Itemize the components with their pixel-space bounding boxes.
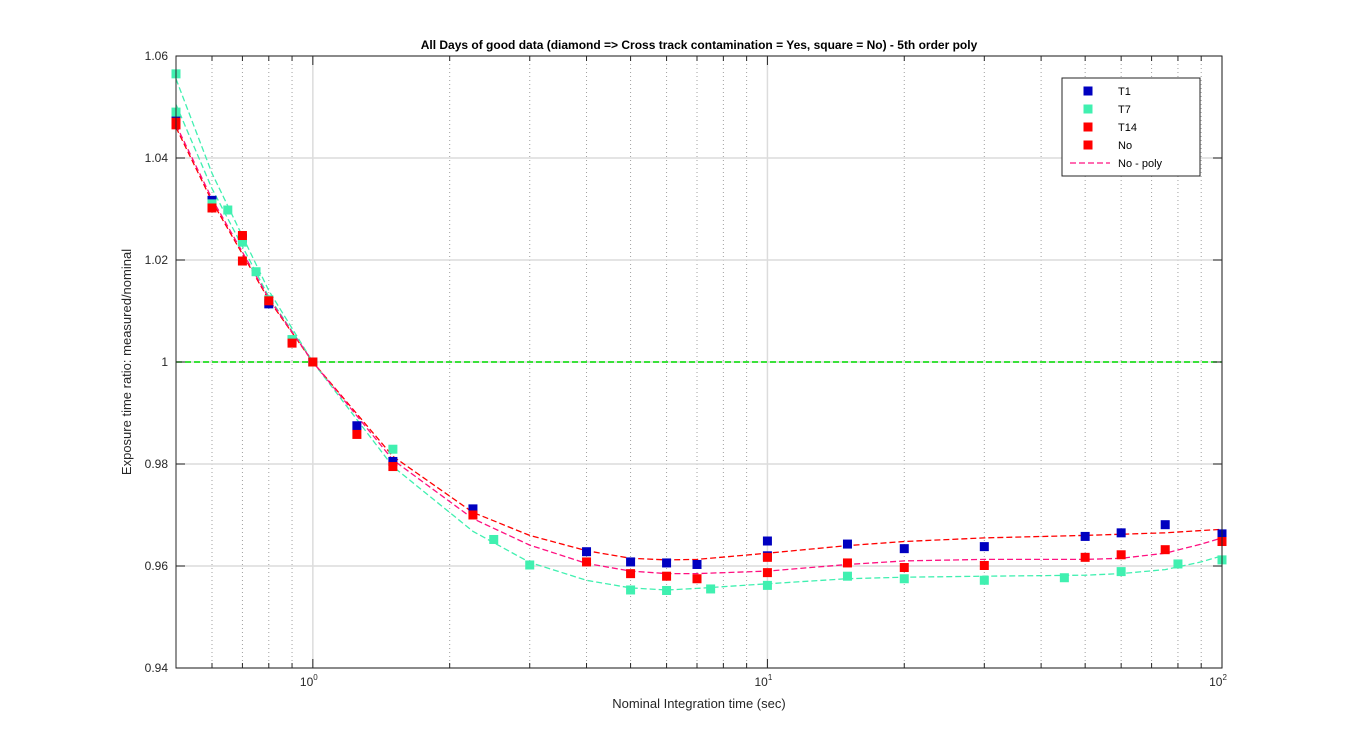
data-point bbox=[237, 256, 247, 266]
data-point bbox=[662, 585, 672, 595]
data-point bbox=[662, 558, 672, 568]
data-point bbox=[237, 237, 247, 247]
legend-label: T7 bbox=[1118, 104, 1131, 116]
data-point bbox=[388, 456, 398, 466]
data-point bbox=[1160, 545, 1170, 555]
data-point bbox=[1080, 531, 1090, 541]
data-point bbox=[842, 539, 852, 549]
fit-lines-layer bbox=[175, 78, 1223, 591]
y-tick-label: 1.06 bbox=[145, 49, 169, 63]
legend-marker bbox=[1083, 122, 1093, 132]
data-point bbox=[662, 571, 672, 581]
data-point bbox=[582, 557, 592, 567]
data-point bbox=[388, 462, 398, 472]
x-tick-label-exponent: 2 bbox=[1222, 673, 1227, 682]
x-axis-label: Nominal Integration time (sec) bbox=[612, 696, 785, 711]
data-point bbox=[308, 357, 318, 367]
legend-label: No - poly bbox=[1118, 158, 1163, 170]
x-tick-label: 100 bbox=[300, 673, 318, 689]
data-point bbox=[979, 560, 989, 570]
legend: T1 T7 T14 No No - poly bbox=[1061, 77, 1201, 177]
data-point bbox=[706, 584, 716, 594]
data-point bbox=[1116, 550, 1126, 560]
y-tick-label: 0.94 bbox=[145, 661, 169, 675]
data-point bbox=[1173, 559, 1183, 569]
data-point bbox=[525, 560, 535, 570]
y-tick-label: 1.02 bbox=[145, 253, 169, 267]
legend-label: T1 bbox=[1118, 86, 1131, 98]
data-point bbox=[899, 574, 909, 584]
x-tick-label-exponent: 1 bbox=[768, 673, 773, 682]
x-tick-label-base: 10 bbox=[755, 675, 769, 689]
data-point bbox=[352, 421, 362, 431]
data-point bbox=[899, 544, 909, 554]
fit-line bbox=[175, 127, 1223, 561]
data-point bbox=[762, 552, 772, 562]
x-tick-label-base: 10 bbox=[300, 675, 314, 689]
data-point bbox=[626, 557, 636, 567]
data-point bbox=[1080, 552, 1090, 562]
y-tick-label: 1 bbox=[161, 355, 168, 369]
data-point bbox=[582, 547, 592, 557]
data-point bbox=[287, 338, 297, 348]
data-point bbox=[979, 575, 989, 585]
data-point bbox=[468, 504, 478, 514]
legend-marker bbox=[1083, 104, 1093, 114]
data-point bbox=[223, 205, 233, 215]
data-point bbox=[692, 559, 702, 569]
y-tick-label: 0.96 bbox=[145, 559, 169, 573]
data-point bbox=[352, 429, 362, 439]
x-tick-label-exponent: 0 bbox=[313, 673, 318, 682]
markers-layer bbox=[171, 69, 1227, 595]
data-point bbox=[207, 203, 217, 213]
x-tick-label: 101 bbox=[755, 673, 773, 689]
data-point bbox=[842, 558, 852, 568]
data-point bbox=[979, 542, 989, 552]
data-point bbox=[626, 569, 636, 579]
data-point bbox=[468, 510, 478, 520]
data-point bbox=[842, 571, 852, 581]
data-point bbox=[251, 267, 261, 277]
fit-line bbox=[175, 78, 1223, 591]
chart-title: All Days of good data (diamond => Cross … bbox=[421, 38, 978, 52]
x-tick-label-base: 10 bbox=[1209, 675, 1223, 689]
data-point bbox=[899, 563, 909, 573]
y-tick-label: 0.98 bbox=[145, 457, 169, 471]
x-tick-label: 102 bbox=[1209, 673, 1227, 689]
data-point bbox=[1116, 528, 1126, 538]
data-point bbox=[692, 574, 702, 584]
data-point bbox=[388, 444, 398, 454]
series-line bbox=[175, 124, 1223, 575]
data-point bbox=[1116, 567, 1126, 577]
data-point bbox=[1160, 520, 1170, 530]
legend-label: No bbox=[1118, 140, 1132, 152]
data-point bbox=[264, 296, 274, 306]
data-point bbox=[762, 536, 772, 546]
data-point bbox=[762, 580, 772, 590]
data-point bbox=[762, 568, 772, 578]
y-tick-label: 1.04 bbox=[145, 151, 169, 165]
data-point bbox=[489, 534, 499, 544]
data-point bbox=[237, 231, 247, 241]
legend-marker bbox=[1083, 86, 1093, 96]
legend-marker bbox=[1083, 140, 1093, 150]
legend-label: T14 bbox=[1118, 122, 1137, 134]
data-point bbox=[1059, 573, 1069, 583]
data-point bbox=[626, 585, 636, 595]
y-axis-label: Exposure time ratio: measured/nominal bbox=[119, 249, 134, 475]
